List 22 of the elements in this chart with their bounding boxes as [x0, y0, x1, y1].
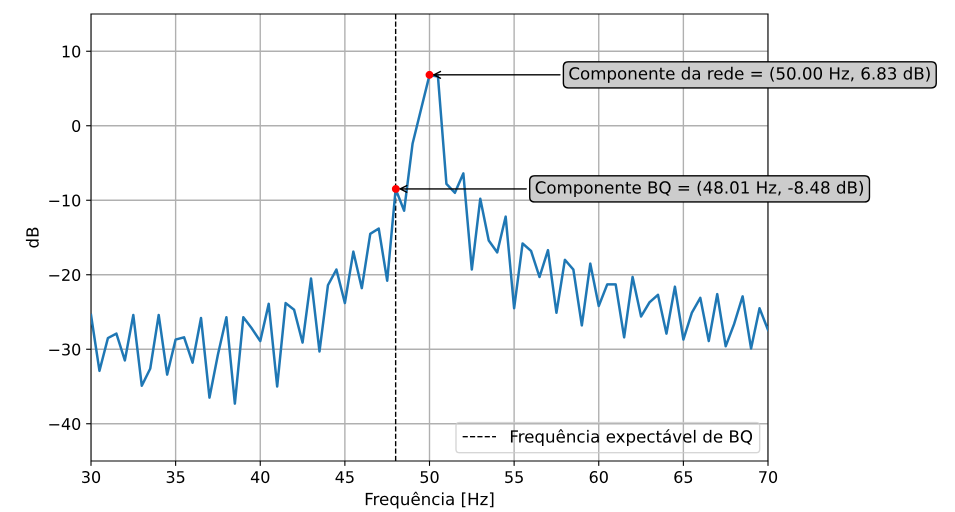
x-tick-label: 50 [420, 471, 439, 484]
point [392, 184, 400, 193]
y-axis-title: dB [26, 228, 39, 248]
x-tick-label: 55 [505, 471, 523, 484]
x-tick-label: 70 [759, 471, 778, 484]
y-tick-label: 0 [72, 120, 80, 132]
x-tick-label: 40 [250, 471, 270, 484]
point [426, 70, 434, 79]
y-tick-label: −40 [49, 418, 80, 430]
y-tick-label: −30 [49, 343, 80, 356]
x-tick-label: 65 [674, 471, 692, 484]
x-tick-label: 45 [335, 471, 354, 484]
y-tick-label: −20 [49, 268, 80, 282]
ref-line-label: Frequência expectável de BQ [510, 429, 752, 446]
x-tick-label: 30 [82, 471, 100, 484]
x-tick-label: 35 [166, 471, 184, 484]
x-tick-label: 60 [590, 471, 608, 484]
annotation: Componente da rede = (50.00 Hz, 6.83 dB) [569, 66, 930, 83]
annotation: Componente BQ = (48.01 Hz, -8.48 dB) [536, 180, 864, 197]
y-tick-label: −10 [49, 194, 80, 207]
y-tick-label: 10 [62, 45, 80, 58]
x-axis-title: Frequência [Hz] [366, 492, 494, 509]
